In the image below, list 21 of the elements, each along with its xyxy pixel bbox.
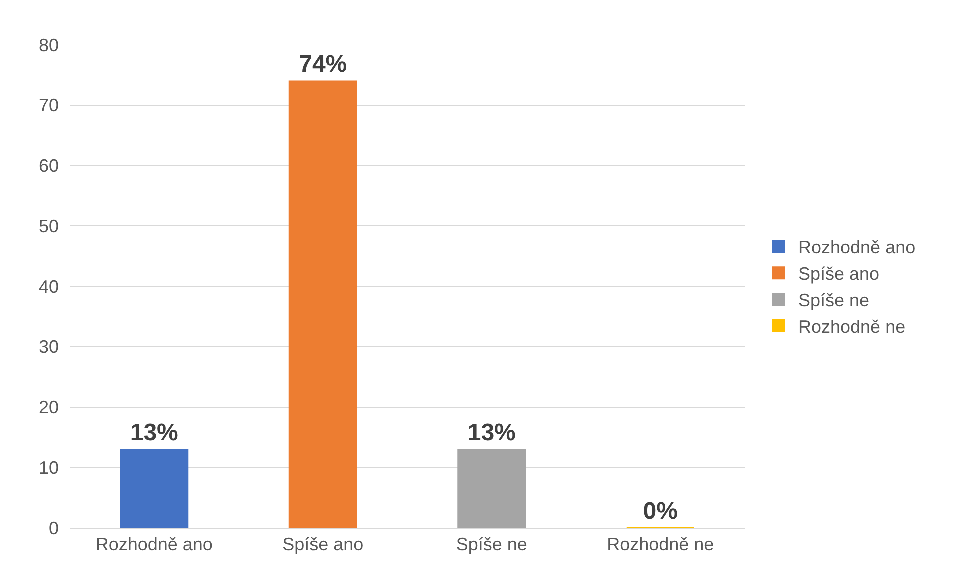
y-tick-label: 30 bbox=[38, 337, 59, 358]
y-tick-label: 70 bbox=[38, 96, 59, 116]
y-tick-label: 50 bbox=[38, 216, 59, 236]
legend-label: Spíše ano bbox=[798, 264, 880, 284]
legend-label: Spíše ne bbox=[798, 290, 870, 311]
y-tick-label: 60 bbox=[38, 156, 59, 176]
y-tick-label: 10 bbox=[38, 458, 59, 478]
y-tick-label: 40 bbox=[38, 276, 59, 297]
legend-label: Rozhodně ano bbox=[798, 238, 916, 258]
data-label: 13% bbox=[130, 420, 178, 447]
x-tick-label: Spíše ano bbox=[282, 534, 364, 555]
x-tick-label: Rozhodně ne bbox=[607, 534, 714, 555]
y-tick-label: 80 bbox=[38, 35, 59, 56]
x-tick-label: Spíše ne bbox=[456, 534, 528, 555]
y-tick-label: 20 bbox=[38, 398, 59, 418]
data-label: 13% bbox=[468, 420, 516, 447]
data-label: 0% bbox=[643, 498, 678, 525]
data-label: 74% bbox=[299, 51, 348, 78]
y-tick-label: 0 bbox=[48, 518, 59, 538]
legend-label: Rozhodně ne bbox=[798, 316, 906, 337]
x-tick-label: Rozhodně ano bbox=[96, 534, 213, 555]
